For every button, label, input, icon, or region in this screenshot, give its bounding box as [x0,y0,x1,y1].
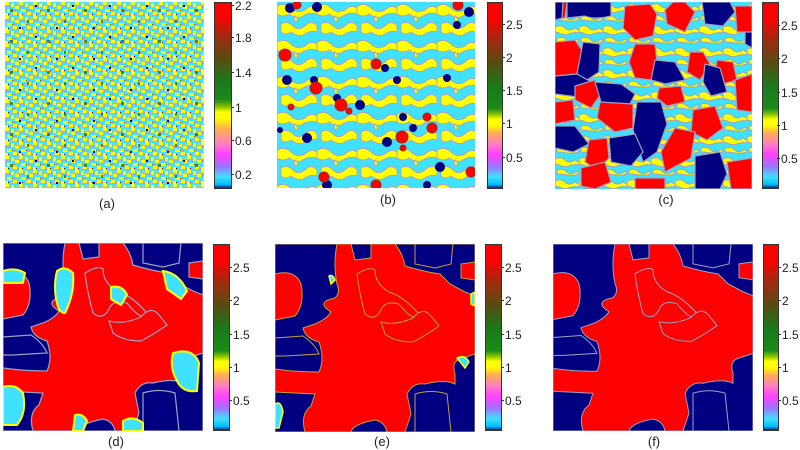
colorbar-tick: 2.2 [231,0,252,13]
colorbar-f [763,244,779,431]
colorbar-tick: 2.5 [777,19,798,33]
colorbar-tick: 1.5 [502,84,523,98]
heatmap-f [553,244,753,431]
heatmap-a [5,2,204,188]
colorbar-tick: 1 [229,361,240,375]
colorbar-tick: 2 [501,294,512,308]
panel-caption: (b) [380,192,396,207]
colorbar-tick: 0.5 [777,152,798,166]
colorbar-tick: 2 [229,294,240,308]
colorbar-tick: 1.5 [777,86,798,100]
colorbar-tick: 2 [778,294,789,308]
colorbar-tick: 0.5 [229,394,250,408]
panel-caption: (c) [658,192,674,207]
colorbar-e [485,244,502,431]
colorbar-b [487,2,503,189]
colorbar-a [214,2,232,189]
colorbar-tick: 1 [501,361,512,375]
colorbar-tick: 0.6 [231,134,252,148]
colorbar-tick: 2.5 [778,261,799,275]
panel-caption: (a) [99,196,115,211]
colorbar-tick: 0.2 [231,168,252,182]
colorbar-tick: 1.5 [778,328,799,342]
heatmap-d [3,243,203,431]
colorbar-tick: 1 [777,119,788,133]
colorbar-tick: 1.4 [231,66,252,80]
colorbar-tick: 2 [502,51,513,65]
colorbar-tick: 0.5 [778,394,799,408]
panel-caption: (e) [374,434,390,449]
heatmap-b [277,2,475,188]
colorbar-tick: 1.8 [231,31,252,45]
heatmap-e [275,244,475,432]
panel-caption: (d) [108,434,124,449]
heatmap-c [555,2,752,189]
colorbar-tick: 1 [502,117,513,131]
colorbar-c [762,2,779,189]
colorbar-tick: 0.5 [501,394,522,408]
colorbar-tick: 2.5 [229,261,250,275]
colorbar-tick: 1 [778,361,789,375]
colorbar-tick: 0.5 [502,151,523,165]
colorbar-tick: 1 [231,101,242,115]
panel-caption: (f) [647,434,661,449]
colorbar-tick: 2.5 [502,18,523,32]
colorbar-tick: 1.5 [229,328,250,342]
colorbar-tick: 2.5 [501,261,522,275]
colorbar-d [213,244,230,431]
colorbar-tick: 2 [777,52,788,66]
colorbar-tick: 1.5 [501,328,522,342]
